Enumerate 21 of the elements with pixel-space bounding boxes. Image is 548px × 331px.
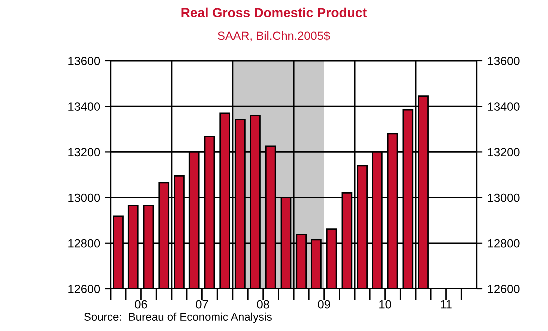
y-tick-label: 13400 xyxy=(68,102,100,111)
x-tick-label: 06 xyxy=(135,300,148,309)
y2-tick-label: 12800 xyxy=(488,239,520,248)
source-note: Source: Bureau of Economic Analysis xyxy=(84,312,272,324)
y-tick-label: 13200 xyxy=(68,148,100,157)
y2-tick-label: 13600 xyxy=(488,57,520,66)
y-tick-label: 13000 xyxy=(68,194,100,202)
y2-tick-label: 13400 xyxy=(488,102,520,111)
y-tick-label: 13600 xyxy=(68,57,100,66)
chart-title: Real Gross Domestic Product xyxy=(182,8,367,18)
x-tick-label: 11 xyxy=(441,300,452,309)
x-tick-label: 08 xyxy=(257,300,270,309)
chart-subtitle: SAAR, Bil.Chn.2005$ xyxy=(218,31,330,42)
y2-tick-label: 13000 xyxy=(488,194,520,202)
x-tick-label: 07 xyxy=(196,300,208,309)
y-tick-label: 12600 xyxy=(68,285,100,294)
y2-tick-label: 12600 xyxy=(488,285,520,294)
x-tick-label: 09 xyxy=(318,300,330,309)
y2-tick-label: 13200 xyxy=(488,148,520,157)
y-tick-label: 12800 xyxy=(68,239,100,248)
x-tick-label: 10 xyxy=(380,300,392,309)
